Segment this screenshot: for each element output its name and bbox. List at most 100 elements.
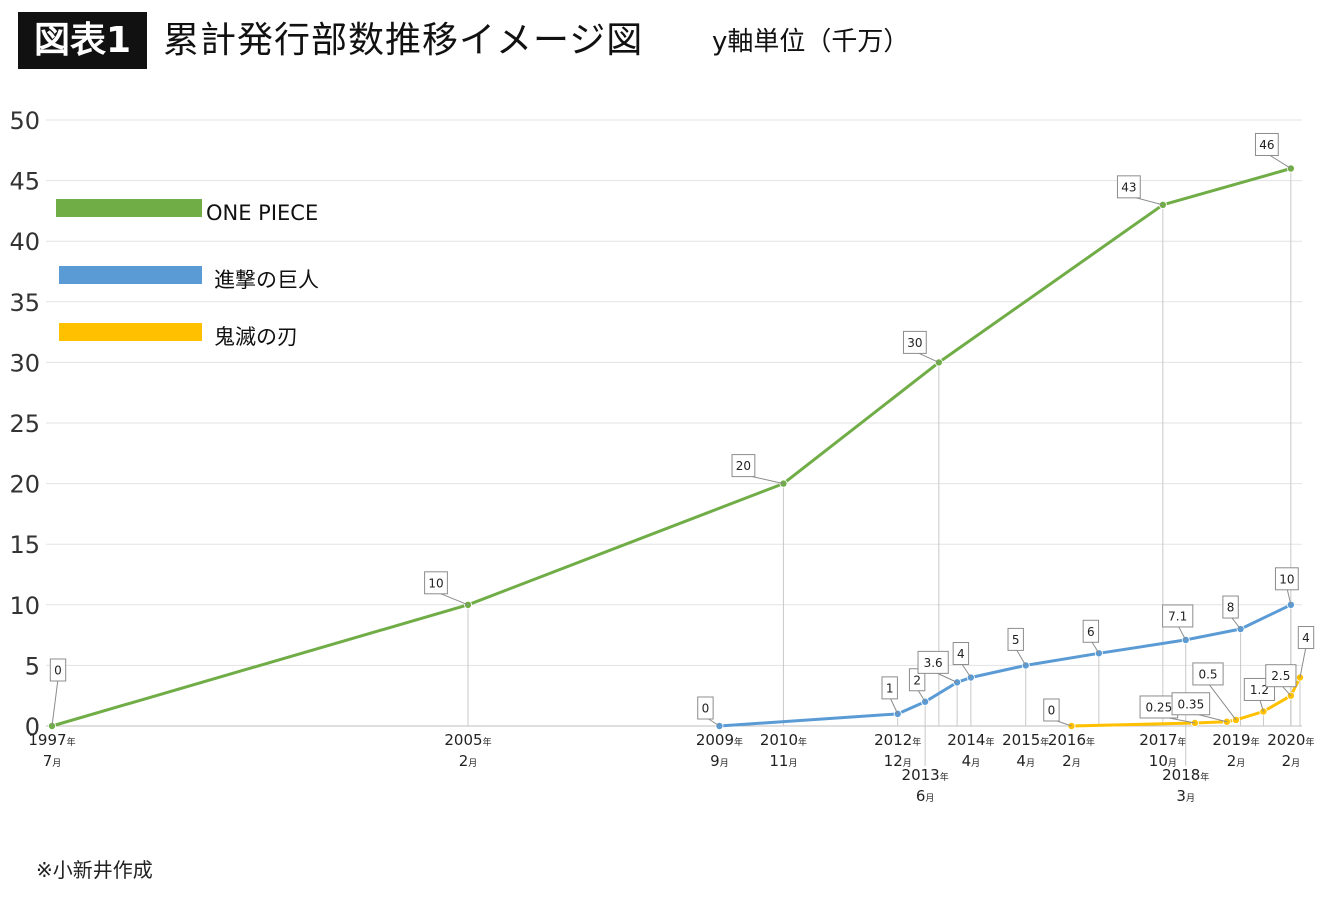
data-label-kimetsu: 4 (1302, 631, 1310, 645)
data-label-kimetsu: 0.5 (1198, 667, 1217, 681)
data-label-shingeki: 8 (1227, 601, 1235, 615)
series-line-one-piece (51, 167, 1292, 728)
x-tick-year-label: 1997年 (28, 731, 75, 749)
data-point-one-piece (463, 600, 472, 609)
x-tick-month-label: 2月 (1062, 752, 1081, 770)
data-label-leader (1299, 646, 1307, 678)
x-tick-month-label: 12月 (884, 752, 912, 770)
data-label-box (1043, 698, 1060, 722)
x-tick-year-label: 2020年 (1267, 731, 1314, 749)
x-tick-year-label: 2014年 (947, 731, 994, 749)
x-tick-year-label: 2016年 (1048, 731, 1095, 749)
data-point-shingeki (953, 678, 962, 687)
y-tick-label: 50 (9, 107, 40, 135)
data-label-box (1082, 619, 1100, 643)
legend-swatch-shingeki (59, 266, 202, 284)
data-label-box (881, 676, 898, 700)
page-title: 累計発行部数推移イメージ図 (163, 20, 644, 61)
x-tick-year-label: 2010年 (760, 731, 807, 749)
data-label-box (1007, 627, 1024, 651)
data-label-box (952, 642, 970, 666)
x-tick-year-label: 2017年 (1139, 731, 1186, 749)
x-tick-year-label: 2005年 (444, 731, 491, 749)
data-label-shingeki: 4 (957, 647, 965, 661)
legend-label-shingeki: 進撃の巨人 (214, 268, 319, 292)
x-tick-year-label: 2015年 (1002, 731, 1049, 749)
x-tick-month-label: 2月 (459, 752, 478, 770)
y-tick-label: 40 (9, 228, 40, 256)
data-label-shingeki: 3.6 (924, 656, 943, 670)
data-label-kimetsu: 1.2 (1250, 683, 1269, 697)
figure-number-badge: 図表1 (18, 12, 148, 69)
y-tick-label: 45 (9, 168, 40, 196)
data-label-box (1274, 567, 1299, 591)
y-tick-label: 0 (25, 713, 40, 741)
data-label-shingeki: 6 (1087, 625, 1095, 639)
y-tick-label: 10 (9, 592, 40, 620)
data-label-box (731, 454, 756, 478)
x-tick-month-label: 9月 (710, 752, 729, 770)
x-tick-year-label: 2012年 (874, 731, 921, 749)
data-label-one-piece: 30 (907, 336, 922, 350)
y-tick-label: 5 (25, 652, 40, 680)
data-label-shingeki: 10 (1279, 572, 1294, 586)
x-tick-month-label: 4月 (1016, 752, 1035, 770)
x-tick-year-label: 2019年 (1212, 731, 1259, 749)
x-tick-month-label: 11月 (769, 752, 797, 770)
data-label-box (1265, 664, 1297, 688)
x-tick-month-label: 10月 (1149, 752, 1177, 770)
x-tick-month-label: 4月 (962, 752, 981, 770)
data-point-shingeki (966, 673, 975, 682)
data-point-shingeki (893, 709, 902, 718)
data-label-one-piece: 46 (1259, 138, 1274, 152)
data-label-shingeki: 7.1 (1168, 609, 1187, 623)
data-label-shingeki: 5 (1012, 633, 1020, 647)
x-tick-year-label: 2018年 (1162, 766, 1209, 784)
y-tick-label: 25 (9, 410, 40, 438)
data-label-box (1192, 662, 1224, 686)
y-tick-label: 30 (9, 349, 40, 377)
data-label-box (1222, 595, 1239, 619)
data-point-kimetsu (1222, 717, 1231, 726)
data-label-box (917, 650, 949, 674)
data-label-kimetsu: 2.5 (1271, 669, 1290, 683)
data-label-shingeki: 2 (913, 673, 921, 687)
data-point-kimetsu (1259, 707, 1268, 716)
data-label-one-piece: 43 (1121, 180, 1136, 194)
x-tick-month-label: 2月 (1227, 752, 1246, 770)
legend-swatch-one-piece (56, 199, 202, 217)
data-label-leader (1015, 648, 1027, 666)
data-label-box (697, 696, 714, 720)
data-label-leader (1286, 587, 1292, 605)
data-point-shingeki (921, 697, 930, 706)
data-label-box (908, 668, 926, 692)
x-tick-year-label: 2009年 (696, 731, 743, 749)
y-tick-label: 15 (9, 531, 40, 559)
series-line-shingeki (719, 603, 1292, 728)
x-tick-month-label: 3月 (1176, 787, 1195, 805)
data-label-box (1254, 132, 1279, 156)
x-tick-month-label: 2月 (1282, 752, 1301, 770)
data-label-box (49, 658, 67, 682)
data-label-box (1116, 175, 1141, 199)
data-label-box (1162, 604, 1194, 628)
data-label-leader (1207, 682, 1237, 721)
data-label-box (1171, 692, 1211, 716)
x-tick-month-label: 6月 (916, 787, 935, 805)
x-tick-year-label: 2013年 (902, 766, 949, 784)
data-label-kimetsu: 0.35 (1177, 697, 1204, 711)
x-tick-month-label: 7月 (43, 752, 62, 770)
data-point-one-piece (934, 358, 943, 367)
data-label-box (1297, 626, 1315, 650)
data-label-one-piece: 10 (428, 576, 443, 590)
source-note: ※小新井作成 (36, 858, 153, 882)
data-label-kimetsu: 0 (1048, 704, 1056, 718)
legend-label-one-piece: ONE PIECE (206, 201, 319, 225)
data-label-leader (889, 696, 899, 715)
legend-swatch-kimetsu (59, 323, 202, 341)
y-tick-label: 20 (9, 471, 40, 499)
y-tick-label: 35 (9, 289, 40, 317)
data-label-one-piece: 20 (736, 459, 751, 473)
data-label-shingeki: 1 (886, 681, 894, 695)
